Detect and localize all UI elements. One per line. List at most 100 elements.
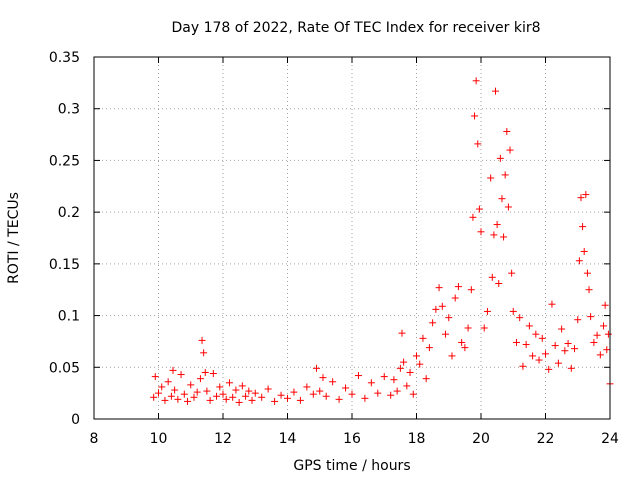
data-point	[396, 364, 404, 372]
data-point	[419, 334, 427, 342]
data-point	[500, 233, 508, 241]
x-tick-label: 24	[601, 431, 619, 447]
x-tick-label: 16	[343, 431, 361, 447]
data-point	[590, 338, 598, 346]
data-point	[290, 388, 298, 396]
data-point	[316, 387, 324, 395]
data-point	[567, 364, 575, 372]
data-point	[322, 392, 330, 400]
data-point	[150, 393, 158, 401]
data-point	[169, 366, 177, 374]
data-point	[400, 358, 408, 366]
data-point	[413, 352, 420, 360]
data-point	[348, 390, 356, 398]
data-point	[187, 381, 195, 389]
data-point	[596, 351, 604, 359]
data-point	[496, 154, 504, 162]
data-point	[313, 364, 321, 372]
data-point	[161, 396, 169, 404]
data-point	[196, 375, 204, 383]
data-point	[587, 313, 595, 321]
data-point	[319, 374, 327, 382]
data-point	[184, 397, 192, 405]
data-point	[171, 386, 179, 394]
data-point	[498, 195, 506, 203]
y-tick-label: 0.15	[49, 257, 80, 273]
y-tick-label: 0.2	[58, 205, 80, 221]
x-tick-label: 22	[537, 431, 555, 447]
data-point	[506, 146, 514, 154]
x-tick-label: 10	[150, 431, 168, 447]
data-point	[354, 372, 362, 380]
data-point	[387, 391, 395, 399]
data-point	[398, 329, 406, 337]
data-point	[271, 397, 279, 405]
data-point	[329, 378, 337, 386]
data-point	[180, 390, 188, 398]
data-point	[472, 77, 480, 85]
data-point	[277, 391, 285, 399]
x-tick-label: 14	[279, 431, 297, 447]
data-point	[167, 392, 175, 400]
axis-tick-labels: 8 10 12 14 16 18 20 22 24 0 0.05 0.1 0.15 0.2 0.25 0.3 0…	[49, 50, 619, 447]
data-point	[525, 322, 533, 330]
data-point	[561, 347, 569, 355]
x-tick-label: 12	[214, 431, 232, 447]
data-point	[487, 174, 495, 182]
data-point	[242, 392, 250, 400]
data-point	[519, 362, 527, 370]
data-point	[361, 394, 369, 402]
data-point	[232, 386, 240, 394]
data-point	[201, 368, 209, 376]
data-point	[480, 324, 488, 332]
data-point	[548, 300, 556, 308]
data-point	[471, 112, 479, 120]
data-point	[582, 191, 590, 199]
x-axis-title: GPS time / hours	[293, 458, 410, 474]
data-point	[600, 322, 608, 330]
data-point	[474, 140, 482, 148]
y-tick-label: 0.3	[58, 102, 80, 118]
data-point	[222, 395, 230, 403]
data-point	[158, 383, 166, 391]
data-point	[393, 387, 401, 395]
data-point	[367, 379, 375, 387]
data-point	[438, 302, 446, 310]
data-point	[309, 390, 317, 398]
data-point	[442, 330, 450, 338]
data-point	[342, 384, 350, 392]
data-point	[225, 379, 233, 387]
data-point	[575, 257, 583, 265]
data-point	[193, 388, 201, 396]
data-point	[216, 383, 224, 391]
data-point	[603, 346, 611, 354]
data-point	[432, 305, 440, 313]
data-point	[477, 228, 485, 236]
grid	[94, 57, 610, 419]
data-point	[580, 247, 588, 255]
data-point	[516, 314, 524, 322]
data-point	[264, 385, 272, 393]
data-point	[406, 368, 414, 376]
data-point	[488, 273, 496, 281]
data-point	[458, 338, 466, 346]
data-point	[448, 352, 456, 360]
data-point	[248, 396, 256, 404]
data-point	[164, 378, 172, 386]
data-point	[374, 389, 382, 397]
data-point	[585, 286, 593, 294]
data-point	[238, 382, 246, 390]
data-point	[190, 393, 198, 401]
data-point	[451, 294, 459, 302]
data-point	[416, 360, 424, 368]
data-point	[504, 203, 512, 211]
data-point	[151, 373, 159, 381]
data-point	[490, 231, 498, 239]
data-point	[493, 221, 501, 229]
data-point	[422, 375, 430, 383]
data-point	[564, 339, 572, 347]
data-point	[380, 373, 388, 381]
data-point	[571, 345, 579, 353]
data-point	[495, 280, 503, 288]
